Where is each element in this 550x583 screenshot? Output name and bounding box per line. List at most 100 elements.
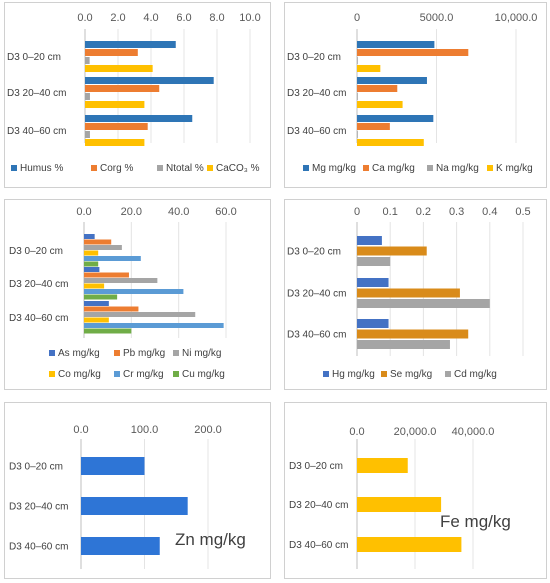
x-tick-label: 0.2 [416,206,431,218]
bar-hg [357,236,382,245]
category-label: D3 20–40 cm [9,279,68,290]
legend-swatch [49,371,55,377]
bar-na [357,131,358,138]
bar-cu [84,261,99,267]
legend-swatch [49,350,55,356]
legend-label: Cd mg/kg [454,369,497,380]
bar-cd [357,299,490,308]
legend-label: K mg/kg [496,163,533,174]
x-tick-label: 5000.0 [420,12,454,24]
category-label: D3 20–40 cm [7,88,66,99]
legend-label: Corg % [100,163,133,174]
category-label: D3 40–60 cm [9,313,68,324]
series-label: Fe mg/kg [440,512,511,531]
zinc-chart: 0.0 100.0 200.0 D3 0–20 cm D3 20–40 cm D3 40–… [4,402,271,579]
bar-ca [357,49,469,56]
bar-co [84,283,105,289]
bar-humus [85,41,176,48]
bar-zn [81,457,145,475]
legend-label: Cr mg/kg [123,369,164,380]
bar-cr [84,256,141,261]
iron-chart-svg: 0.0 20,000.0 40,000.0 D3 0–20 cm D3 20–40 cm… [289,426,511,569]
bar-cr [84,289,184,294]
zinc-chart-svg: 0.0 100.0 200.0 D3 0–20 cm D3 20–40 cm D3 40–… [9,424,246,569]
legend-swatch [323,371,329,377]
bar-humus [85,115,193,122]
bar-ca [357,85,398,92]
category-label: D3 40–60 cm [287,126,346,137]
x-tick-label: 60.0 [215,206,236,218]
category-label: D3 40–60 cm [7,126,66,137]
legend-label: Co mg/kg [58,369,101,380]
category-label: D3 40–60 cm [289,540,348,551]
bar-as [84,267,100,272]
category-label: D3 20–40 cm [287,289,346,300]
heavy-metal-chart-svg: 0.0 20.0 40.0 60.0 D3 0–20 cm D3 20–40 cm D3 4… [9,206,237,380]
bar-k [357,101,403,108]
bar-fe [357,458,408,473]
category-label: D3 0–20 cm [287,247,341,258]
legend-label: Hg mg/kg [332,369,375,380]
bar-na [357,57,358,64]
bar-ni [84,312,196,317]
x-tick-label: 0 [354,206,360,218]
legend-swatch [114,350,120,356]
bar-cu [84,328,132,334]
legend-swatch [303,165,309,171]
bar-corg [85,123,148,130]
bar-k [357,65,381,72]
bar-caco₃ [85,139,145,146]
x-tick-label: 0.0 [76,206,91,218]
bar-pb [84,272,129,278]
bar-se [357,329,469,339]
x-tick-label: 0.5 [515,206,530,218]
x-tick-label: 0.3 [449,206,464,218]
bar-humus [85,77,214,84]
bar-as [84,234,95,239]
legend-swatch [114,371,120,377]
bar-ni [84,245,122,250]
bar-na [357,93,358,100]
bar-ca [357,123,390,130]
series-label: Zn mg/kg [175,530,246,549]
legend-swatch [207,165,213,171]
legend-swatch [91,165,97,171]
humus-nutrient-chart: 0.0 2.0 4.0 6.0 8.0 10.0 D3 0–20 cm D3 20–40 cm… [4,2,271,188]
x-tick-label: 100.0 [131,424,159,436]
bar-fe [357,497,442,512]
legend-swatch [157,165,163,171]
legend-swatch [487,165,493,171]
x-tick-label: 4.0 [143,12,158,24]
legend-swatch [427,165,433,171]
bar-corg [85,85,160,92]
bar-as [84,301,109,306]
bar-co [84,250,99,256]
bar-fe [357,537,462,552]
x-tick-label: 0.0 [73,424,88,436]
bar-ntotal [85,131,90,138]
trace-element-chart: 0 0.1 0.2 0.3 0.4 0.5 D3 0–20 cm D3 20–40 cm D3 … [284,199,547,390]
category-label: D3 0–20 cm [9,246,63,257]
category-label: D3 20–40 cm [289,500,348,511]
legend-label: As mg/kg [58,348,100,359]
legend-swatch [11,165,17,171]
category-label: D3 0–20 cm [289,461,343,472]
bar-hg [357,319,389,328]
category-label: D3 20–40 cm [9,502,68,513]
x-tick-label: 0.1 [383,206,398,218]
iron-chart: 0.0 20,000.0 40,000.0 D3 0–20 cm D3 20–40 cm… [284,402,547,579]
x-tick-label: 0.4 [482,206,497,218]
bar-k [357,139,424,146]
legend-label: Ntotal % [166,163,204,174]
category-label: D3 40–60 cm [9,542,68,553]
x-tick-label: 0 [354,12,360,24]
bar-cu [84,294,118,300]
bar-pb [84,306,139,312]
legend-label: Se mg/kg [390,369,432,380]
heavy-metal-chart: 0.0 20.0 40.0 60.0 D3 0–20 cm D3 20–40 cm D3 4… [4,199,271,390]
category-label: D3 0–20 cm [287,52,341,63]
bar-mg [357,115,434,122]
bar-pb [84,239,112,245]
bar-cd [357,340,450,349]
x-tick-label: 6.0 [176,12,191,24]
